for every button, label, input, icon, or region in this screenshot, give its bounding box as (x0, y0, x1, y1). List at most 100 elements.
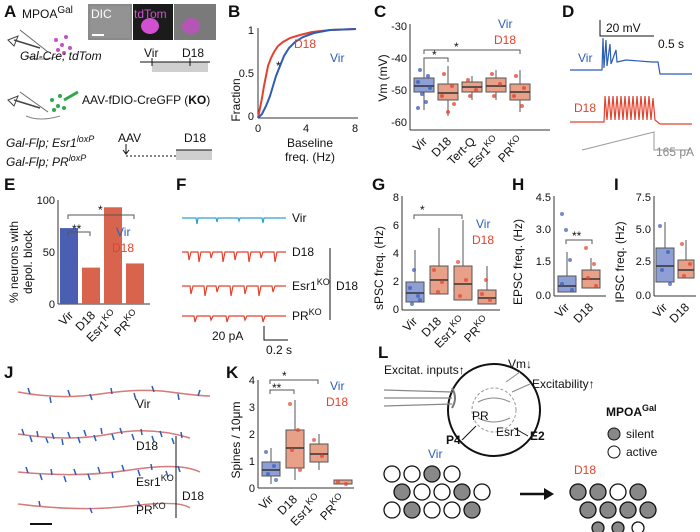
l-legend-active: active (626, 445, 658, 459)
c-cat-vir: Vir (410, 134, 430, 154)
j-dendrite-esr1 (17, 465, 201, 476)
j-dendrite-d18 (17, 430, 191, 439)
l-legend-silent: silent (626, 427, 655, 441)
i-ytick-2: 5.0 (636, 224, 651, 236)
e-ytick-2: 50 (43, 247, 55, 259)
patch-pipette-ko-icon (7, 90, 79, 120)
h-cat-d18: D18 (571, 300, 597, 326)
genotype-esr1: Gal-Flp; Esr1loxP (6, 134, 94, 150)
h-cat-vir: Vir (552, 300, 572, 320)
panel-g: G sPSC freq. (Hz) 8 6 4 2 0 * Vir D18 Vi… (372, 175, 500, 351)
panel-e: E % neurons with depol. block 100 50 0 *… (4, 175, 150, 345)
panel-label-e: E (4, 175, 15, 194)
k-ytick-1: 4 (249, 375, 255, 387)
l-vir-cells (383, 465, 491, 519)
h-ylabel: EPSC freq. (Hz) (511, 219, 525, 305)
g-ytick-4: 2 (393, 276, 399, 288)
k-ylabel: Spines / 10μm (229, 402, 243, 479)
b-xtick-2: 4 (303, 123, 309, 135)
panel-label-k: K (226, 363, 239, 382)
panel-label-h: H (512, 175, 524, 194)
b-xlabel-2: freq. (Hz) (285, 150, 335, 164)
l-synapse-icon (451, 387, 456, 409)
panel-i: I IPSC freq. (Hz) 7.5 5.0 2.5 0.0 Vir D1… (613, 175, 696, 326)
f-scale-time: 0.2 s (266, 343, 292, 357)
g-cat-pr: PRKO (460, 313, 492, 345)
genotype-pr: Gal-Flp; PRloxP (6, 153, 86, 169)
panel-h: H EPSC freq. (Hz) 4.5 3.0 1.5 0.0 ** Vir… (511, 175, 606, 326)
i-cat-d18: D18 (667, 300, 693, 326)
b-legend-d18: D18 (294, 37, 316, 51)
timeline-d18-label: D18 (182, 46, 204, 60)
e-bar-3 (126, 263, 144, 304)
c-ytick-2: -40 (391, 53, 407, 65)
f-label-vir: Vir (292, 211, 306, 225)
panel-label-g: G (372, 175, 385, 194)
panel-f: F Vir D18 Esr1KO PRKO D18 20 pA 0.2 s (176, 175, 358, 357)
l-d18-label: D18 (574, 463, 596, 477)
f-trace-vir (182, 217, 286, 225)
e-ytick-1: 100 (37, 195, 55, 207)
i-ytick-3: 2.5 (636, 256, 651, 268)
f-scale-amp: 20 pA (212, 329, 243, 343)
l-legend-title: MPOAGal (606, 403, 657, 419)
k-cat-pr: PRKO (316, 491, 348, 523)
f-label-esr1: Esr1KO (292, 277, 330, 293)
f-group-d18: D18 (336, 279, 358, 293)
panel-label-a: A (4, 2, 16, 21)
c-cat-pr: PRKO (494, 133, 526, 165)
panel-l: L Excitat. inputs↑ Vm↓ Excitability↑ PR … (378, 343, 658, 532)
e-bar-1 (82, 267, 100, 304)
l-neuron (447, 363, 541, 457)
f-label-pr: PRKO (292, 307, 322, 323)
h-ytick-1: 4.5 (536, 192, 551, 204)
h-significance: ** (572, 229, 582, 243)
d-trace-d18-label: D18 (574, 101, 596, 115)
k-legend-vir: Vir (330, 379, 344, 393)
e-legend-vir: Vir (116, 225, 130, 239)
c-ytick-3: -50 (391, 85, 407, 97)
d-current-label: 165 pA (656, 145, 694, 159)
b-significance: * (276, 59, 281, 73)
k-ytick-5: 0 (249, 483, 255, 495)
l-esr1: Esr1 (496, 425, 521, 439)
d-scale-time: 0.5 s (658, 37, 684, 51)
panel-label-l: L (378, 343, 388, 362)
e-bar-2 (104, 207, 122, 304)
e-ylabel-2: depol. block (21, 229, 35, 294)
e-sig-b: * (98, 203, 103, 217)
h-ytick-4: 0.0 (536, 290, 551, 302)
g-ytick-3: 4 (393, 248, 399, 260)
e-ylabel-1: % neurons with (7, 221, 21, 303)
k-ytick-2: 3 (249, 402, 255, 414)
h-ytick-3: 1.5 (536, 256, 551, 268)
panel-label-i: I (614, 175, 619, 194)
j-group-d18: D18 (182, 489, 204, 503)
tdtom-label: tdTom (134, 7, 167, 21)
j-label-esr1: Esr1KO (136, 473, 174, 489)
l-p4: P4 (446, 433, 461, 447)
i-ytick-4: 0.0 (636, 290, 651, 302)
d-trace-d18 (570, 95, 692, 125)
k-cat-vir: Vir (256, 492, 276, 512)
g-ytick-2: 6 (393, 220, 399, 232)
g-ytick-5: 0 (393, 304, 399, 316)
dic-label: DIC (91, 7, 112, 21)
g-ylabel: sPSC freq. (Hz) (372, 226, 386, 310)
virus-label: AAV-fDIO-CreGFP (KO) (82, 93, 210, 107)
l-vir-label: Vir (428, 447, 442, 461)
b-cdf-vir (257, 28, 357, 119)
j-dendrite-vir (17, 389, 211, 398)
d-trace-vir-label: Vir (578, 51, 592, 65)
panel-label-j: J (4, 363, 13, 382)
b-xlabel-1: Baseline (287, 136, 333, 150)
g-cat-vir: Vir (400, 314, 420, 334)
g-legend-d18: D18 (472, 233, 494, 247)
l-legend-silent-swatch (607, 427, 621, 441)
c-sig-1: * (454, 40, 459, 54)
l-excitability: Excitability↑ (532, 377, 595, 391)
b-legend-vir: Vir (330, 51, 344, 65)
e-bar-0 (60, 228, 78, 304)
